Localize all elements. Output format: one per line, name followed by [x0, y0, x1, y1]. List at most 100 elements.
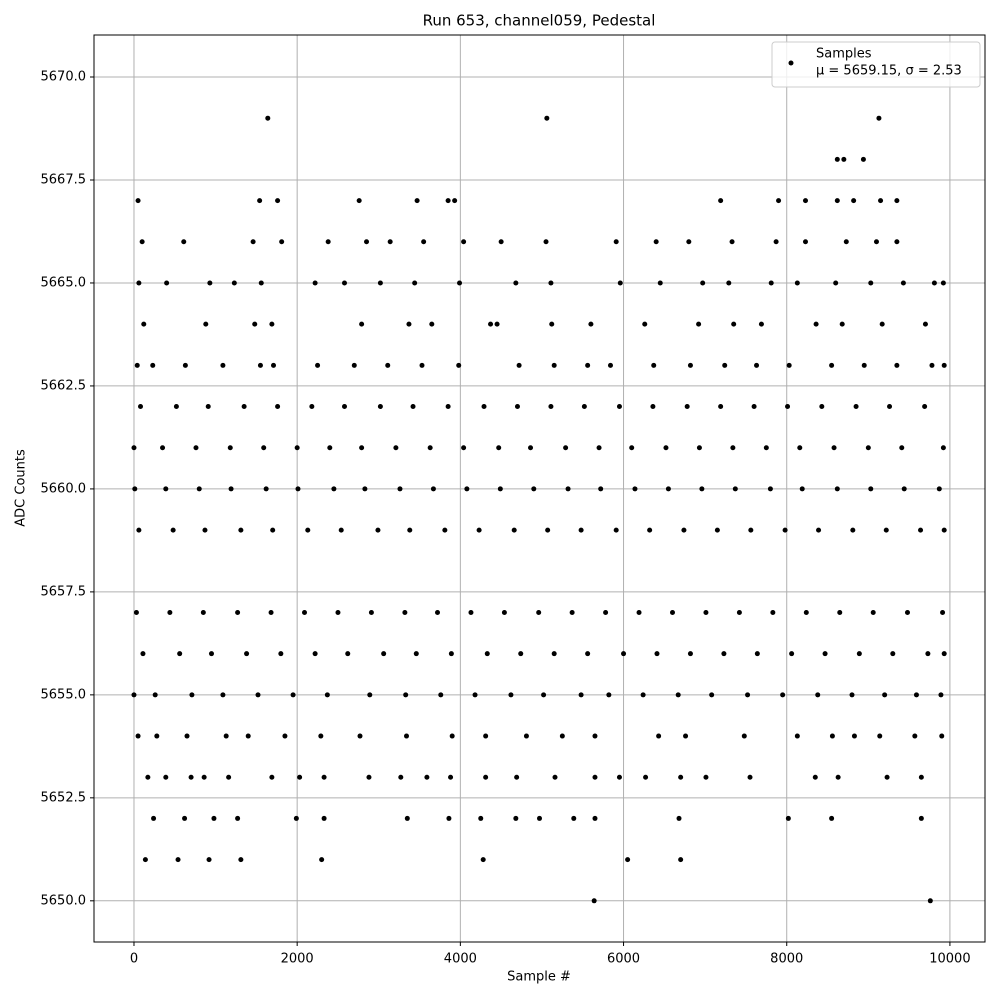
- point: [138, 404, 144, 410]
- point: [151, 815, 157, 821]
- x-tick-label: 0: [130, 952, 138, 967]
- y-axis-label: ADC Counts: [14, 449, 29, 527]
- point: [578, 527, 584, 533]
- point: [263, 486, 269, 492]
- point: [918, 774, 924, 780]
- point: [537, 815, 542, 821]
- point: [773, 239, 779, 245]
- point: [899, 445, 905, 451]
- point: [548, 280, 554, 286]
- point: [552, 774, 558, 780]
- point: [404, 733, 410, 739]
- point: [511, 527, 517, 533]
- y-tick-label: 5662.5: [41, 378, 87, 393]
- x-tick-label: 4000: [444, 952, 477, 967]
- point: [748, 527, 754, 533]
- point: [385, 362, 391, 368]
- point: [203, 321, 209, 327]
- point: [257, 362, 263, 368]
- point: [860, 156, 866, 162]
- point: [312, 651, 318, 657]
- point: [606, 692, 612, 698]
- point: [591, 898, 597, 904]
- point: [516, 362, 522, 368]
- point: [531, 486, 537, 492]
- point: [884, 774, 890, 780]
- point: [747, 774, 753, 780]
- point: [873, 239, 879, 245]
- point: [188, 774, 194, 780]
- point: [476, 527, 482, 533]
- point: [938, 692, 944, 698]
- point: [613, 239, 619, 245]
- point: [581, 404, 587, 410]
- y-tick-label: 5655.0: [41, 687, 87, 702]
- point: [913, 692, 919, 698]
- point: [297, 774, 303, 780]
- point: [785, 815, 791, 821]
- point: [642, 321, 648, 327]
- point: [544, 115, 550, 121]
- point: [134, 362, 140, 368]
- point: [782, 527, 788, 533]
- point: [173, 404, 179, 410]
- point: [139, 239, 145, 245]
- legend-label: Samples: [816, 47, 872, 62]
- point: [834, 156, 840, 162]
- point: [207, 280, 213, 286]
- point: [206, 857, 212, 863]
- point: [936, 486, 942, 492]
- point: [429, 321, 435, 327]
- point: [894, 198, 900, 204]
- point: [941, 362, 947, 368]
- point: [302, 609, 308, 615]
- point: [245, 733, 251, 739]
- point: [815, 692, 821, 698]
- point: [419, 362, 425, 368]
- point: [461, 239, 467, 245]
- point: [865, 445, 871, 451]
- point: [794, 280, 800, 286]
- point: [356, 198, 362, 204]
- point: [833, 280, 839, 286]
- point: [182, 362, 188, 368]
- point: [523, 733, 529, 739]
- point: [918, 527, 924, 533]
- point: [528, 445, 534, 451]
- point: [309, 404, 315, 410]
- point: [331, 486, 337, 492]
- legend: Samples μ = 5659.15, σ = 2.53: [771, 41, 981, 88]
- point: [678, 857, 684, 863]
- point: [559, 733, 565, 739]
- point: [709, 692, 715, 698]
- point: [687, 651, 693, 657]
- point: [345, 651, 351, 657]
- point: [780, 692, 786, 698]
- point: [939, 733, 945, 739]
- y-tick-label: 5660.0: [41, 481, 87, 496]
- point: [160, 445, 166, 451]
- point: [543, 239, 549, 245]
- point: [699, 486, 705, 492]
- legend-note: μ = 5659.15, σ = 2.53: [816, 64, 962, 79]
- point: [678, 774, 684, 780]
- point: [410, 404, 416, 410]
- point: [235, 609, 241, 615]
- point: [657, 280, 663, 286]
- point: [663, 445, 669, 451]
- point: [730, 445, 736, 451]
- point: [541, 692, 547, 698]
- point: [231, 280, 237, 286]
- point: [442, 527, 448, 533]
- point: [226, 774, 232, 780]
- x-axis-label: Sample #: [507, 970, 571, 985]
- point: [878, 198, 884, 204]
- point: [813, 321, 819, 327]
- point: [368, 609, 374, 615]
- point: [241, 404, 247, 410]
- point: [776, 198, 782, 204]
- point: [514, 404, 520, 410]
- point: [135, 733, 141, 739]
- point: [327, 445, 333, 451]
